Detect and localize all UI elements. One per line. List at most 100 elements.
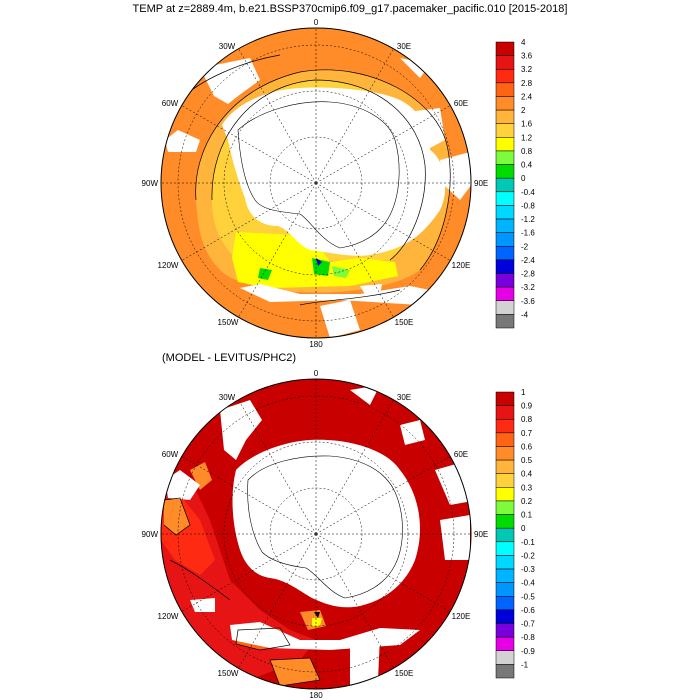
top-colorbar-tick-label: 2: [521, 106, 526, 115]
bottom-colorbar-swatch: [495, 650, 515, 665]
top-colorbar-tick-label: 0.4: [521, 161, 533, 170]
top-colorbar-swatch: [495, 246, 515, 261]
bottom-antarctic-coastline: [247, 455, 403, 599]
top-colorbar: 4 3.6 3.2 2.8 2.4 2 1.6 1.2 0.8 0.4 0 -0.4 -0.8 -1.2 -…: [495, 38, 535, 329]
bottom-colorbar-swatch: [495, 568, 515, 583]
bottom-lon-label-90e: 90E: [474, 530, 488, 539]
top-colorbar-tick-label: -3.6: [521, 297, 535, 306]
top-lon-label-30e: 30E: [397, 42, 411, 51]
top-colorbar-tick-label: 2.8: [521, 79, 533, 88]
top-meridian-30e: [315, 48, 394, 184]
top-meridian-120e: [315, 182, 451, 261]
bottom-colorbar-swatch: [495, 514, 515, 529]
bottom-lon-label-30e: 30E: [397, 393, 411, 402]
top-colorbar-swatch: [495, 123, 515, 138]
top-meridian-60w: [181, 105, 317, 184]
top-colorbar-tick-label: -2: [521, 242, 529, 251]
top-lon-label-120w: 120W: [158, 261, 179, 270]
top-colorbar-tick-label: 0: [521, 174, 526, 183]
bottom-field-180-dark: [314, 612, 320, 618]
bottom-lon-label-30w: 30W: [219, 393, 236, 402]
bottom-colorbar-swatch: [495, 446, 515, 461]
top-colorbar-swatch: [495, 314, 515, 329]
bottom-meridian-60w: [181, 456, 317, 535]
top-colorbar-tick-label: 2.4: [521, 92, 533, 101]
top-colorbar-swatch: [495, 177, 515, 193]
bottom-colorbar-tick-label: -0.6: [521, 606, 535, 615]
top-colorbar-tick-label: 0.8: [521, 147, 533, 156]
bottom-lon-label-120w: 120W: [158, 612, 179, 621]
bottom-colorbar-swatch: [495, 636, 515, 652]
top-colorbar-tick-label: -2.4: [521, 256, 535, 265]
bottom-colorbar-swatch: [495, 596, 515, 611]
bottom-colorbar-tick-label: 0.7: [521, 429, 533, 438]
top-lon-label-30w: 30W: [219, 42, 236, 51]
top-colorbar-swatch: [495, 164, 515, 179]
top-blue-patch: [316, 258, 322, 266]
bottom-colorbar-tick-label: 1: [521, 388, 526, 397]
bottom-map-border: [160, 378, 472, 690]
top-land-ross-ice: [240, 284, 440, 305]
top-colorbar-swatch: [495, 68, 515, 84]
bottom-field-60w-orange: [190, 462, 212, 490]
bottom-lon-label-180: 180: [309, 691, 323, 700]
top-colorbar-tick-label: 3.2: [521, 65, 533, 74]
bottom-colorbar-tick-label: 0.4: [521, 470, 533, 479]
top-colorbar-swatch: [495, 286, 515, 302]
top-colorbar-tick-label: -3.2: [521, 283, 535, 292]
top-colorbar-swatch: [495, 82, 515, 97]
bottom-colorbar-swatch: [495, 405, 515, 420]
bottom-meridian-120w: [181, 533, 317, 612]
top-colorbar-tick-label: -2.8: [521, 270, 535, 279]
top-land-east-patch: [440, 152, 471, 200]
top-lon-label-60e: 60E: [454, 99, 468, 108]
top-colorbar-swatch: [495, 232, 515, 247]
top-antarctic-coastline: [237, 101, 400, 249]
bottom-contour-3: [235, 627, 291, 651]
bottom-colorbar-tick-label: -0.8: [521, 633, 535, 642]
top-map-border: [160, 27, 472, 339]
bottom-colorbar-tick-label: 0.8: [521, 415, 533, 424]
top-green-patch-2: [312, 258, 330, 276]
top-lon-label-180: 180: [309, 340, 323, 349]
bottom-meridian-150e: [315, 533, 394, 669]
top-colorbar-swatch: [495, 41, 515, 56]
bottom-contour-1: [163, 497, 191, 536]
bottom-colorbar-tick-label: -0.7: [521, 620, 535, 629]
bottom-field-south-orange: [270, 658, 320, 686]
top-colorbar-swatch: [495, 96, 515, 111]
bottom-colorbar-tick-label: 0.5: [521, 456, 533, 465]
bottom-colorbar-swatch: [495, 623, 515, 638]
top-lon-label-60w: 60W: [162, 99, 179, 108]
bottom-contour-2: [169, 559, 231, 601]
bottom-land-east-patch: [440, 515, 470, 560]
bottom-colorbar-tick-label: -0.9: [521, 647, 535, 656]
top-colorbar-tick-label: -4: [521, 310, 529, 319]
bottom-lon-label-0: 0: [314, 369, 319, 378]
bottom-meridian-150w: [238, 533, 317, 669]
bottom-lon-label-150w: 150W: [218, 669, 239, 678]
bottom-lon-label-120e: 120E: [452, 612, 471, 621]
bottom-lon-label-150e: 150E: [395, 669, 414, 678]
bottom-colorbar-swatch: [495, 432, 515, 447]
top-contour-2: [211, 79, 426, 261]
top-lon-label-90e: 90E: [474, 179, 488, 188]
top-colorbar-swatch: [495, 300, 515, 315]
top-colorbar-tick-label: -0.8: [521, 201, 535, 210]
bottom-colorbar-swatch: [495, 527, 515, 543]
bottom-colorbar-swatch: [495, 541, 515, 556]
top-colorbar-tick-label: 3.6: [521, 52, 533, 61]
top-meridian-120w: [181, 182, 317, 261]
bottom-colorbar-tick-label: -1: [521, 660, 529, 669]
bottom-colorbar-swatch: [495, 418, 515, 434]
top-meridian-30w: [238, 48, 317, 184]
top-colorbar-tick-label: -1.2: [521, 215, 535, 224]
bottom-colorbar-tick-label: 0.6: [521, 442, 533, 451]
top-colorbar-tick-label: 1.6: [521, 120, 533, 129]
figure-title: TEMP at z=2889.4m, b.e21.BSSP370cmip6.f0…: [132, 3, 568, 15]
top-colorbar-swatch: [495, 150, 515, 165]
bottom-polar-map: 0 30E 60E 90E 120E 150E 180 150W 120W 90…: [142, 369, 489, 700]
bottom-colorbar-swatch: [495, 582, 515, 597]
bottom-colorbar-tick-label: -0.3: [521, 565, 535, 574]
